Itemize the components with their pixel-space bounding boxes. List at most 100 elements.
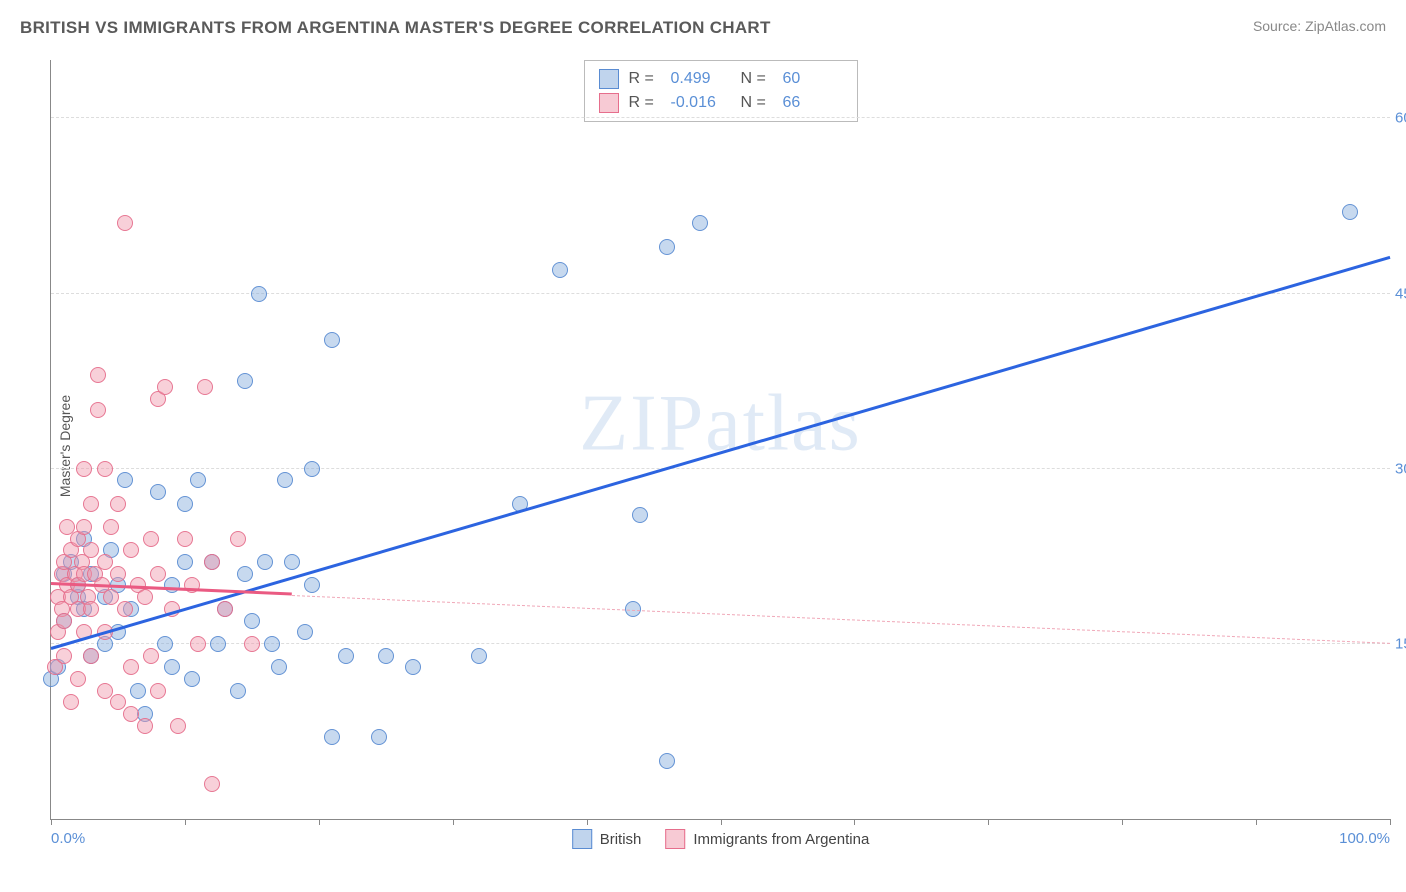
scatter-point-british [117,472,133,488]
x-tick [721,819,722,825]
x-tick [1122,819,1123,825]
x-tick-label: 100.0% [1339,830,1390,847]
scatter-point-argentina [150,683,166,699]
scatter-point-british [304,461,320,477]
scatter-point-argentina [190,636,206,652]
scatter-point-argentina [117,215,133,231]
source-prefix: Source: [1253,18,1305,34]
scatter-point-argentina [83,496,99,512]
x-tick [854,819,855,825]
scatter-point-british [210,636,226,652]
scatter-point-argentina [103,589,119,605]
chart-header: BRITISH VS IMMIGRANTS FROM ARGENTINA MAS… [0,0,1406,48]
scatter-point-british [271,659,287,675]
scatter-point-argentina [110,496,126,512]
scatter-point-argentina [244,636,260,652]
scatter-point-argentina [110,694,126,710]
scatter-point-argentina [110,566,126,582]
scatter-point-british [164,577,180,593]
scatter-point-british [304,577,320,593]
x-tick [319,819,320,825]
scatter-point-british [284,554,300,570]
scatter-point-british [157,636,173,652]
scatter-point-argentina [143,648,159,664]
scatter-point-british [150,484,166,500]
scatter-point-british [264,636,280,652]
stats-legend-row: R = 0.499 N = 60 [599,67,843,91]
scatter-point-argentina [204,776,220,792]
scatter-point-argentina [123,659,139,675]
scatter-point-argentina [117,601,133,617]
scatter-point-british [471,648,487,664]
y-tick-label: 45.0% [1395,285,1406,302]
scatter-point-argentina [217,601,233,617]
gridline [51,117,1390,118]
scatter-point-british [324,729,340,745]
stats-legend: R = 0.499 N = 60 R = -0.016 N = 66 [584,60,858,122]
scatter-point-argentina [56,613,72,629]
x-tick-label: 0.0% [51,830,85,847]
x-tick [51,819,52,825]
scatter-point-british [659,753,675,769]
scatter-point-british [251,286,267,302]
scatter-point-argentina [143,531,159,547]
scatter-point-british [190,472,206,488]
scatter-point-argentina [137,589,153,605]
scatter-point-argentina [56,648,72,664]
scatter-point-british [257,554,273,570]
scatter-point-argentina [83,601,99,617]
scatter-point-british [338,648,354,664]
scatter-point-british [237,373,253,389]
scatter-point-british [297,624,313,640]
legend-label: Immigrants from Argentina [693,831,869,848]
y-tick-label: 60.0% [1395,110,1406,127]
x-tick [587,819,588,825]
scatter-point-argentina [97,683,113,699]
bottom-legend: British Immigrants from Argentina [572,829,870,849]
legend-label: British [600,831,642,848]
n-value: 66 [783,94,843,112]
scatter-point-argentina [90,402,106,418]
scatter-point-british [184,671,200,687]
scatter-point-british [1342,204,1358,220]
x-tick [185,819,186,825]
legend-item: Immigrants from Argentina [665,829,869,849]
scatter-point-argentina [170,718,186,734]
trendline-argentina-dashed [292,595,1390,644]
n-label: N = [741,70,773,88]
scatter-point-british [244,613,260,629]
x-tick [1256,819,1257,825]
gridline [51,468,1390,469]
scatter-point-argentina [76,519,92,535]
scatter-point-argentina [76,461,92,477]
r-label: R = [629,94,661,112]
x-tick [453,819,454,825]
scatter-point-argentina [157,379,173,395]
n-label: N = [741,94,773,112]
scatter-point-british [164,659,180,675]
scatter-point-argentina [97,461,113,477]
scatter-point-british [632,507,648,523]
scatter-point-argentina [70,671,86,687]
scatter-point-british [692,215,708,231]
stats-legend-row: R = -0.016 N = 66 [599,91,843,115]
source-name: ZipAtlas.com [1305,18,1386,34]
scatter-point-british [237,566,253,582]
r-label: R = [629,70,661,88]
scatter-point-argentina [230,531,246,547]
swatch-blue-icon [599,69,619,89]
scatter-point-argentina [83,648,99,664]
chart-title: BRITISH VS IMMIGRANTS FROM ARGENTINA MAS… [20,18,771,38]
scatter-point-british [371,729,387,745]
scatter-point-argentina [177,531,193,547]
scatter-point-argentina [123,542,139,558]
swatch-blue-icon [572,829,592,849]
y-tick-label: 15.0% [1395,635,1406,652]
scatter-point-argentina [97,554,113,570]
scatter-point-british [177,554,193,570]
scatter-point-british [230,683,246,699]
scatter-point-british [659,239,675,255]
scatter-point-argentina [90,367,106,383]
y-tick-label: 30.0% [1395,460,1406,477]
scatter-point-british [552,262,568,278]
